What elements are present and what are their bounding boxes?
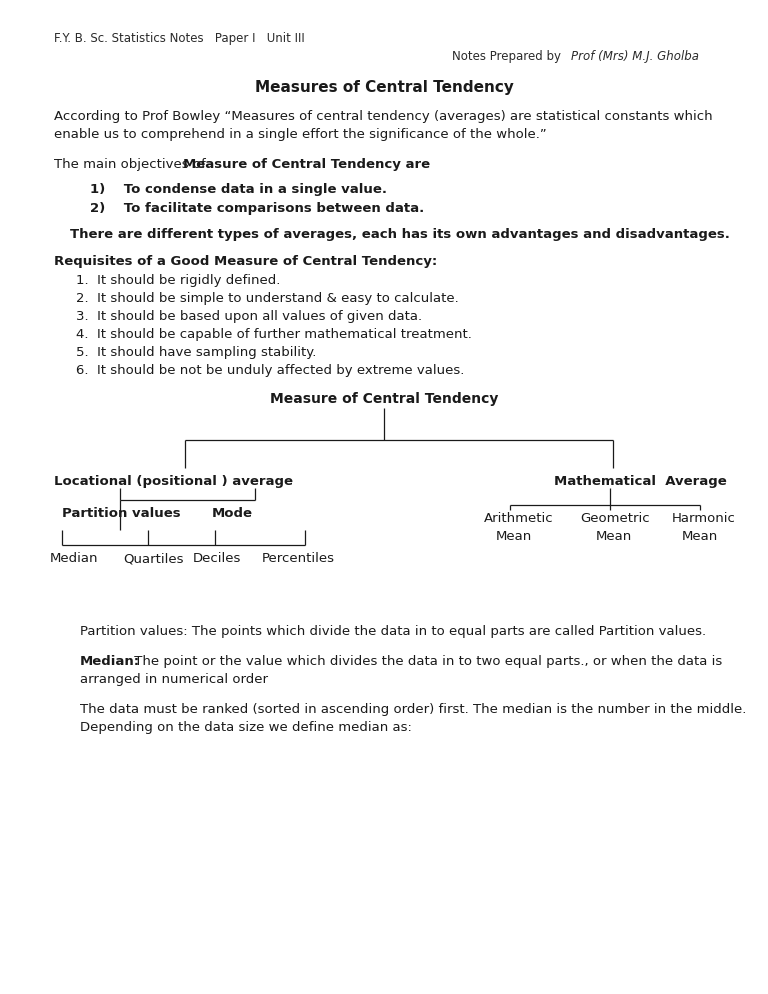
- Text: Percentiles: Percentiles: [262, 552, 335, 565]
- Text: enable us to comprehend in a single effort the significance of the whole.”: enable us to comprehend in a single effo…: [54, 128, 547, 141]
- Text: Partition values: The points which divide the data in to equal parts are called : Partition values: The points which divid…: [80, 625, 706, 638]
- Text: Measures of Central Tendency: Measures of Central Tendency: [254, 80, 514, 95]
- Text: 1.  It should be rigidly defined.: 1. It should be rigidly defined.: [76, 274, 280, 287]
- Text: Prof (Mrs) M.J. Gholba: Prof (Mrs) M.J. Gholba: [571, 50, 699, 63]
- Text: Mean: Mean: [682, 530, 718, 543]
- Text: 4.  It should be capable of further mathematical treatment.: 4. It should be capable of further mathe…: [76, 328, 472, 341]
- Text: arranged in numerical order: arranged in numerical order: [80, 673, 268, 686]
- Text: The point or the value which divides the data in to two equal parts., or when th: The point or the value which divides the…: [130, 655, 722, 668]
- Text: Locational (positional ) average: Locational (positional ) average: [54, 475, 293, 488]
- Text: 2.  It should be simple to understand & easy to calculate.: 2. It should be simple to understand & e…: [76, 292, 458, 305]
- Text: Mode: Mode: [212, 507, 253, 520]
- Text: 2)    To facilitate comparisons between data.: 2) To facilitate comparisons between dat…: [90, 202, 424, 215]
- Text: 3.  It should be based upon all values of given data.: 3. It should be based upon all values of…: [76, 310, 422, 323]
- Text: Median:: Median:: [80, 655, 140, 668]
- Text: F.Y. B. Sc. Statistics Notes   Paper I   Unit III: F.Y. B. Sc. Statistics Notes Paper I Uni…: [54, 32, 305, 45]
- Text: Measure of Central Tendency: Measure of Central Tendency: [270, 392, 498, 406]
- Text: The main objectives of: The main objectives of: [54, 158, 210, 171]
- Text: Harmonic: Harmonic: [672, 512, 736, 525]
- Text: Partition values: Partition values: [62, 507, 180, 520]
- Text: 1)    To condense data in a single value.: 1) To condense data in a single value.: [90, 183, 387, 196]
- Text: Mean: Mean: [496, 530, 532, 543]
- Text: 5.  It should have sampling stability.: 5. It should have sampling stability.: [76, 346, 316, 359]
- Text: Deciles: Deciles: [193, 552, 241, 565]
- Text: Depending on the data size we define median as:: Depending on the data size we define med…: [80, 721, 412, 734]
- Text: Mean: Mean: [596, 530, 632, 543]
- Text: The data must be ranked (sorted in ascending order) first. The median is the num: The data must be ranked (sorted in ascen…: [80, 703, 746, 716]
- Text: According to Prof Bowley “Measures of central tendency (averages) are statistica: According to Prof Bowley “Measures of ce…: [54, 110, 713, 123]
- Text: Notes Prepared by: Notes Prepared by: [452, 50, 564, 63]
- Text: Quartiles: Quartiles: [123, 552, 184, 565]
- Text: Mathematical  Average: Mathematical Average: [554, 475, 727, 488]
- Text: Median: Median: [50, 552, 98, 565]
- Text: Measure of Central Tendency are: Measure of Central Tendency are: [183, 158, 430, 171]
- Text: Arithmetic: Arithmetic: [484, 512, 554, 525]
- Text: 6.  It should be not be unduly affected by extreme values.: 6. It should be not be unduly affected b…: [76, 364, 465, 377]
- Text: There are different types of averages, each has its own advantages and disadvant: There are different types of averages, e…: [70, 228, 730, 241]
- Text: Requisites of a Good Measure of Central Tendency:: Requisites of a Good Measure of Central …: [54, 255, 437, 268]
- Text: Geometric: Geometric: [580, 512, 650, 525]
